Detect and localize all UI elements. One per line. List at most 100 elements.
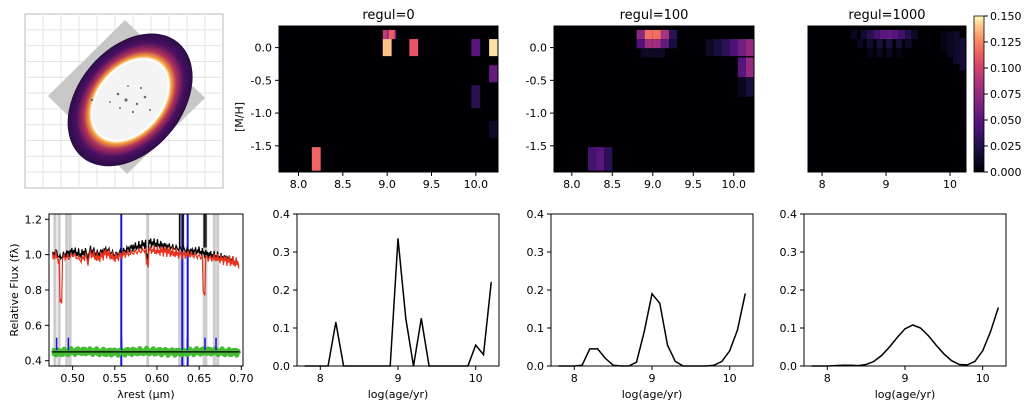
mass-fraction-point <box>966 364 968 366</box>
y-tick-label: 0.1 <box>527 322 545 335</box>
heatmap-cell <box>886 39 893 49</box>
heatmap-cell <box>905 39 912 49</box>
mass-fraction-point <box>811 365 813 367</box>
x-tick-label: 8 <box>317 372 324 385</box>
spectrum-background <box>49 214 243 366</box>
x-tick-label: 8 <box>824 372 831 385</box>
colorbar-tick-label: 0.100 <box>990 62 1022 75</box>
heatmap-cell <box>876 48 883 58</box>
mass-fraction-point <box>705 365 707 367</box>
weights-regul-1000-panel: regul=1000 8 9 10 <box>807 8 967 191</box>
heatmap-title: regul=0 <box>362 8 414 23</box>
heatmap-cell <box>892 29 899 40</box>
colorbar-tick-label: 0.050 <box>990 114 1022 127</box>
x-tick-label: 0.70 <box>229 372 254 385</box>
heatmap-cell <box>713 39 722 57</box>
heatmap-cell <box>886 29 893 40</box>
mass-fraction-point <box>912 324 914 326</box>
plot-frame <box>296 213 500 367</box>
x-tick-label: 9 <box>902 372 909 385</box>
heatmap-cell <box>471 85 481 109</box>
heatmap-cell <box>953 31 960 64</box>
mass-fraction-point <box>327 365 329 367</box>
heatmap-title: regul=1000 <box>848 8 925 23</box>
mass-fraction-point <box>989 331 992 333</box>
galaxy-dust-speckles <box>90 85 151 114</box>
y-tick-label: 1.0 <box>25 249 43 262</box>
mass-fraction-point <box>951 360 953 362</box>
heatmap-cell <box>860 29 867 40</box>
mass-fraction-point <box>698 365 700 367</box>
mass-fraction-point <box>389 365 391 367</box>
y-tick-label: 0.0 <box>255 42 273 55</box>
y-tick-label: 0.3 <box>527 246 545 259</box>
y-tick-label: 0.2 <box>273 284 291 297</box>
heatmap-cell <box>959 37 966 71</box>
colorbar-gradient <box>973 15 985 173</box>
x-tick-label: 9.5 <box>685 178 703 191</box>
heatmap-cell <box>652 39 661 49</box>
mass-fraction-point <box>857 365 859 367</box>
heatmap-cell <box>409 39 419 57</box>
mass-fraction-point <box>381 365 384 367</box>
y-tick-label: -1.0 <box>251 107 272 120</box>
y-tick-label: -1.5 <box>526 140 547 153</box>
mask-band <box>57 214 61 366</box>
x-tick-label: 10 <box>976 372 990 385</box>
mass-fraction-point <box>834 365 836 367</box>
mass-fraction-point <box>865 363 867 366</box>
heatmap-cell <box>489 65 498 83</box>
data-series <box>51 238 240 267</box>
mass-fraction-point <box>842 364 844 366</box>
x-tick-label: 8 <box>571 372 578 385</box>
heatmap-cell <box>644 29 653 40</box>
y-tick-label: -0.5 <box>251 74 272 87</box>
y-tick-label: -1.5 <box>251 140 272 153</box>
mass-fraction-point <box>888 346 891 348</box>
mass-fraction-point <box>436 365 438 367</box>
mass-fraction-point <box>651 293 653 295</box>
x-tick-label: 9 <box>649 372 656 385</box>
mass-fraction-point <box>366 365 368 367</box>
mass-fraction-point <box>558 365 560 367</box>
y-tick-label: 0.4 <box>25 355 43 368</box>
heatmap-cell <box>866 48 874 58</box>
mass-fraction-point <box>682 365 684 367</box>
heatmap-cell <box>737 57 746 78</box>
mask-band <box>204 214 208 366</box>
mask-band <box>53 214 57 366</box>
y-tick-label: -1.0 <box>526 107 547 120</box>
mass-fraction-point <box>674 360 676 363</box>
x-tick-label: 0.55 <box>103 372 128 385</box>
galaxy-core <box>92 59 168 140</box>
y-tick-label: 0.6 <box>25 319 43 332</box>
heatmap-cell <box>857 39 864 49</box>
heatmap-cell <box>660 29 669 40</box>
mass-fraction-point <box>420 317 422 320</box>
weights-regul-0-panel: regul=0 8.0 8.5 9.0 9.5 10.0 0.0 -0.5 -1.0 -1.5 [M… <box>233 8 499 191</box>
mask-band <box>202 214 206 366</box>
y-tick-label: 1.2 <box>25 213 43 226</box>
mass-fraction-point <box>412 365 415 367</box>
x-tick-label: 10 <box>943 178 957 191</box>
heatmap-cell <box>745 77 754 97</box>
mask-band <box>178 214 182 366</box>
heatmap-cell <box>471 39 481 57</box>
heatmap-cell <box>895 39 903 49</box>
mass-fraction-point <box>589 348 591 350</box>
mass-fraction-point <box>311 365 314 367</box>
mass-fraction-point <box>659 302 661 304</box>
mask-band <box>216 214 220 366</box>
mass-fraction-point <box>721 360 723 363</box>
mass-fraction-point <box>397 238 399 240</box>
mass-fraction-point <box>666 344 669 346</box>
heatmap-cell <box>644 39 653 49</box>
mass-fraction-point <box>597 348 599 350</box>
mass-fraction-point <box>982 350 984 352</box>
mass-fraction-point <box>690 365 692 367</box>
x-tick-label: 9.5 <box>423 178 441 191</box>
mass-fraction-point <box>475 344 477 346</box>
mass-fraction-point <box>335 321 337 323</box>
colorbar-tick-label: 0.150 <box>990 10 1022 23</box>
